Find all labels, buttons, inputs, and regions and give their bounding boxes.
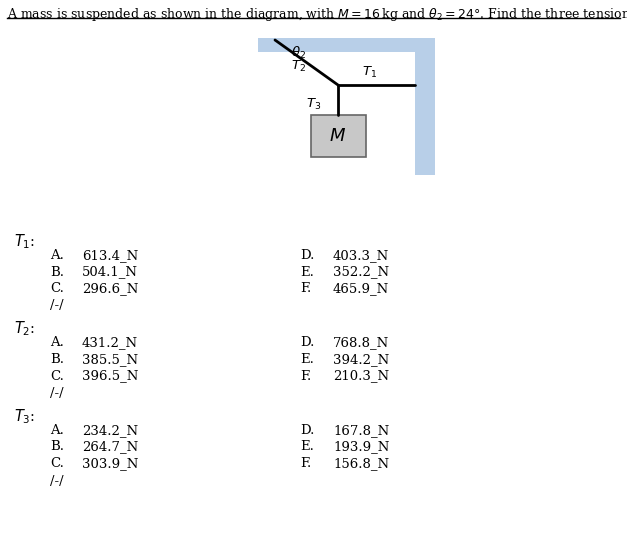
- Text: $M$: $M$: [329, 127, 347, 145]
- Text: F.: F.: [300, 457, 311, 470]
- Text: A.: A.: [50, 336, 64, 349]
- Text: 403.3_N: 403.3_N: [333, 249, 389, 262]
- Text: /-/: /-/: [50, 475, 63, 488]
- Text: 210.3_N: 210.3_N: [333, 369, 389, 382]
- Text: D.: D.: [300, 336, 314, 349]
- Text: C.: C.: [50, 457, 64, 470]
- Text: E.: E.: [300, 266, 314, 279]
- Text: F.: F.: [300, 369, 311, 382]
- Text: 768.8_N: 768.8_N: [333, 336, 389, 349]
- Text: A.: A.: [50, 249, 64, 262]
- Text: 156.8_N: 156.8_N: [333, 457, 389, 470]
- Text: /-/: /-/: [50, 300, 63, 313]
- Bar: [258, 38, 435, 52]
- Text: B.: B.: [50, 266, 64, 279]
- Text: 465.9_N: 465.9_N: [333, 282, 389, 295]
- Text: 167.8_N: 167.8_N: [333, 424, 389, 437]
- Text: $T_3$:: $T_3$:: [14, 407, 35, 426]
- Text: A mass is suspended as shown in the diagram, with $M = 16\,$kg and $\theta_2 = 2: A mass is suspended as shown in the diag…: [7, 6, 627, 23]
- Text: 396.5_N: 396.5_N: [82, 369, 139, 382]
- Text: 613.4_N: 613.4_N: [82, 249, 138, 262]
- Text: $T_1$:: $T_1$:: [14, 232, 35, 251]
- Text: 394.2_N: 394.2_N: [333, 353, 389, 366]
- Bar: [415, 40, 435, 175]
- Text: $T_3$: $T_3$: [306, 97, 321, 112]
- Text: F.: F.: [300, 282, 311, 295]
- Text: 352.2_N: 352.2_N: [333, 266, 389, 279]
- Text: E.: E.: [300, 353, 314, 366]
- Text: 303.9_N: 303.9_N: [82, 457, 139, 470]
- Text: D.: D.: [300, 249, 314, 262]
- Text: 234.2_N: 234.2_N: [82, 424, 138, 437]
- Text: C.: C.: [50, 282, 64, 295]
- Text: $T_2$: $T_2$: [291, 59, 306, 74]
- Text: 193.9_N: 193.9_N: [333, 441, 389, 454]
- Text: 296.6_N: 296.6_N: [82, 282, 139, 295]
- Text: $T_1$: $T_1$: [362, 65, 377, 80]
- Text: 264.7_N: 264.7_N: [82, 441, 138, 454]
- Text: $\theta_2$: $\theta_2$: [291, 45, 306, 61]
- Text: 385.5_N: 385.5_N: [82, 353, 138, 366]
- Text: B.: B.: [50, 441, 64, 454]
- Text: 504.1_N: 504.1_N: [82, 266, 138, 279]
- Text: $T_2$:: $T_2$:: [14, 320, 35, 338]
- Text: 431.2_N: 431.2_N: [82, 336, 138, 349]
- Text: /-/: /-/: [50, 387, 63, 400]
- Text: E.: E.: [300, 441, 314, 454]
- Text: C.: C.: [50, 369, 64, 382]
- Bar: [311, 115, 366, 157]
- Text: D.: D.: [300, 424, 314, 437]
- Text: A.: A.: [50, 424, 64, 437]
- Text: B.: B.: [50, 353, 64, 366]
